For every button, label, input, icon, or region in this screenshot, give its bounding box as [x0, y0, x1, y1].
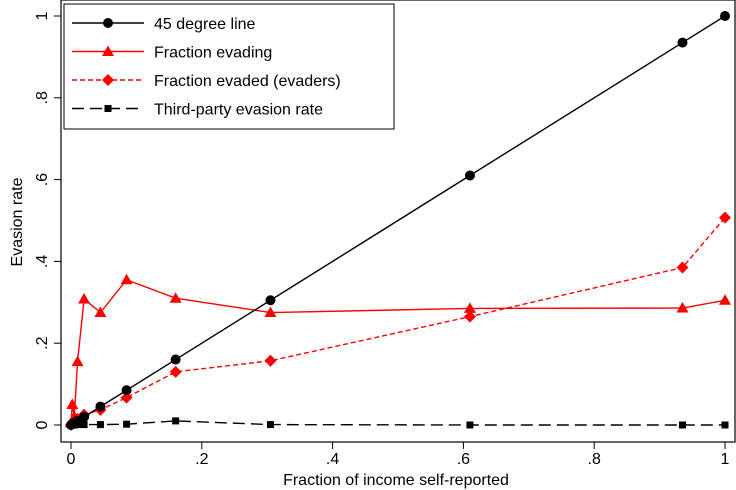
- data-point: [172, 417, 180, 425]
- legend-item: 45 degree line: [72, 16, 256, 33]
- y-tick-label: .4: [34, 255, 51, 268]
- data-point: [94, 306, 107, 318]
- data-point: [676, 302, 689, 313]
- data-point: [463, 310, 476, 323]
- data-point: [264, 306, 277, 318]
- legend-marker: [104, 105, 112, 112]
- legend-label: Fraction evaded (evaders): [154, 73, 341, 90]
- data-point: [266, 421, 274, 429]
- x-tick-label: .8: [588, 451, 601, 468]
- y-tick-label: .2: [34, 336, 51, 349]
- data-point: [720, 11, 730, 21]
- legend-item: Fraction evading: [72, 45, 272, 62]
- data-point: [121, 385, 132, 396]
- data-point: [120, 391, 133, 404]
- x-tick-label: .2: [195, 451, 208, 468]
- y-tick-label: .6: [34, 173, 51, 186]
- legend-item: Fraction evaded (evaders): [72, 73, 341, 90]
- data-point: [676, 261, 689, 274]
- data-point: [466, 421, 474, 429]
- y-axis-label: Evasion rate: [9, 177, 26, 266]
- x-tick-label: 1: [721, 451, 730, 468]
- data-point: [71, 355, 84, 367]
- series-layer: [65, 11, 731, 431]
- x-tick-label: .6: [457, 451, 470, 468]
- data-point: [721, 421, 729, 429]
- data-point: [123, 420, 131, 428]
- data-point: [170, 354, 181, 365]
- legend-marker: [102, 45, 114, 56]
- data-point: [677, 37, 688, 48]
- data-point: [80, 421, 88, 429]
- data-point: [78, 293, 91, 304]
- data-point: [678, 421, 686, 429]
- data-point: [719, 211, 731, 224]
- data-point: [120, 273, 133, 285]
- y-tick-label: .8: [34, 91, 51, 104]
- data-point: [66, 398, 79, 410]
- data-point: [463, 302, 476, 313]
- data-point: [464, 170, 475, 181]
- legend-item: Third-party evasion rate: [72, 102, 323, 119]
- x-tick-label: 0: [67, 451, 76, 468]
- axes: 0 .2 .4 .6 .8 1 0 .2 .4 .6 .8 1: [34, 11, 730, 468]
- data-point: [169, 292, 182, 303]
- x-tick-label: .4: [326, 451, 339, 468]
- x-axis-label: Fraction of income self-reported: [283, 472, 509, 489]
- series-45-degree-line: [66, 11, 730, 430]
- data-point: [95, 401, 106, 412]
- legend-label: Fraction evading: [154, 45, 272, 62]
- legend: 45 degree line Fraction evading Fraction e…: [63, 3, 395, 130]
- data-point: [264, 354, 277, 367]
- legend-label: Third-party evasion rate: [154, 102, 323, 119]
- y-tick-label: 0: [34, 420, 51, 429]
- data-point: [96, 421, 104, 429]
- legend-label: 45 degree line: [154, 16, 256, 33]
- legend-marker: [103, 18, 113, 28]
- y-tick-label: 1: [34, 11, 51, 20]
- data-point: [719, 294, 731, 305]
- data-point: [265, 295, 276, 306]
- data-point: [79, 411, 90, 422]
- legend-marker: [102, 74, 114, 86]
- data-point: [169, 365, 182, 378]
